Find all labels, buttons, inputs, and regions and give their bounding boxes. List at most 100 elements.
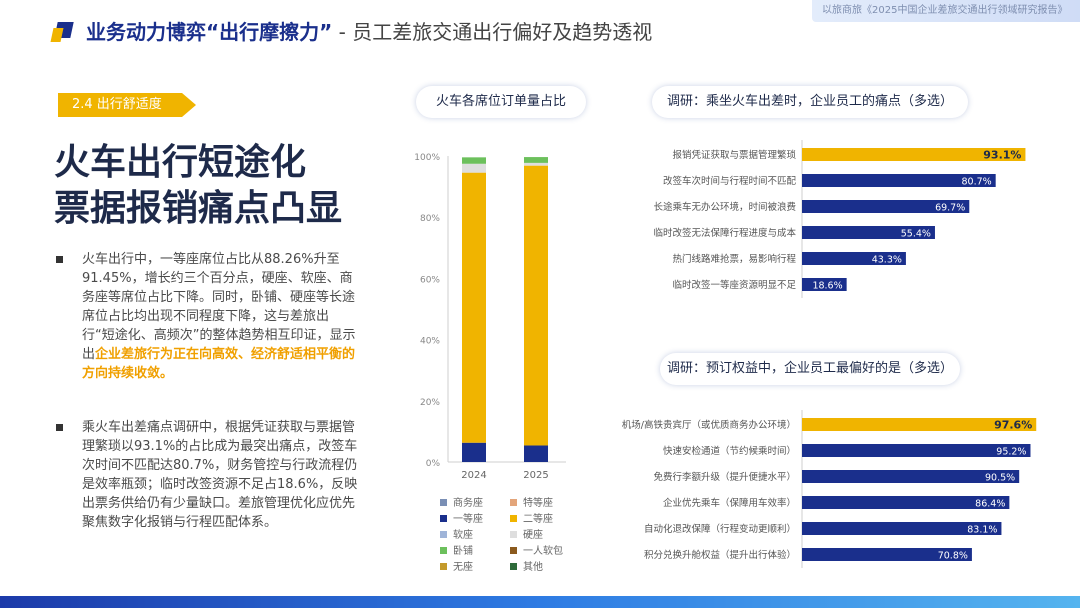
pain-value-label: 43.3%: [872, 255, 902, 266]
pref-value-label: 86.4%: [975, 499, 1005, 510]
x-tick-label: 2025: [523, 470, 548, 481]
legend-swatch: [510, 531, 517, 538]
legend-label: 二等座: [523, 514, 553, 525]
legend-swatch: [440, 515, 447, 522]
stack-segment-2024-硬座: [462, 163, 486, 173]
legend-swatch: [510, 547, 517, 554]
pref-bar: [802, 444, 1031, 457]
pain-points-chart: 报销凭证获取与票据管理繁琐 93.1% 改签车次时间与行程时间不匹配 80.7% 长途乘…: [653, 140, 1026, 298]
bullet-2: 乘火车出差痛点调研中，根据凭证获取与票据管理繁琐以93.1%的占比成为最突出痛点…: [56, 418, 360, 532]
legend-item: 无座: [440, 558, 473, 573]
bullet-2-text: 乘火车出差痛点调研中，根据凭证获取与票据管理繁琐以93.1%的占比成为最突出痛点…: [82, 420, 358, 530]
pref-bar: [802, 548, 972, 561]
page-title: 业务动力博弈“出行摩擦力” - 员工差旅交通出行偏好及趋势透视: [86, 16, 652, 45]
legend-label: 其他: [523, 562, 543, 573]
pain-category-label: 长途乘车无办公环境，时间被浪费: [653, 201, 796, 213]
headline: 火车出行短途化 票据报销痛点凸显: [54, 140, 342, 232]
pref-value-label: 95.2%: [996, 447, 1026, 458]
pref-value-label: 90.5%: [985, 473, 1015, 484]
section-tag: 2.4 出行舒适度: [58, 93, 196, 117]
x-tick-label: 2024: [461, 470, 486, 481]
legend-item: 特等座: [510, 494, 553, 509]
stack-segment-2025-硬座: [524, 162, 548, 166]
stack-segment-2025-卧铺: [524, 157, 548, 163]
stack-legend: 商务座 特等座一等座 二等座软座 硬座卧铺 一人软包无座 其他: [440, 494, 580, 578]
legend-swatch: [440, 547, 447, 554]
legend-swatch: [510, 515, 517, 522]
y-tick-label: 80%: [420, 214, 440, 224]
pain-chart-title: 调研：乘坐火车出差时，企业员工的痛点（多选）: [652, 86, 968, 118]
stack-chart-title: 火车各席位订单量占比: [416, 86, 586, 118]
legend-item: 商务座: [440, 494, 483, 509]
pref-bar: [802, 522, 1002, 535]
pref-category-label: 积分兑换升舱权益（提升出行体验）: [644, 549, 796, 561]
pref-bar: [802, 470, 1020, 483]
pref-value-label: 83.1%: [967, 525, 997, 536]
pain-value-label: 69.7%: [935, 203, 965, 214]
legend-item: 一等座: [440, 510, 483, 525]
pain-bar: [802, 226, 935, 239]
pref-chart-title: 调研：预订权益中，企业员工最偏好的是（多选）: [660, 353, 960, 385]
legend-item: 硬座: [510, 526, 543, 541]
bullet-1-text: 火车出行中，一等座席位占比从88.26%升至91.45%，增长约三个百分点，硬座…: [82, 250, 360, 383]
legend-swatch: [440, 563, 447, 570]
legend-label: 卧铺: [453, 546, 473, 557]
legend-label: 软座: [453, 530, 473, 541]
stack-segment-2024-一等座: [462, 442, 486, 462]
bullet-1-highlight: 企业差旅行为正在向高效、经济舒适相平衡的方向持续收敛。: [82, 347, 356, 381]
bullet-1-body: 火车出行中，一等座席位占比从88.26%升至91.45%，增长约三个百分点，硬座…: [82, 252, 356, 362]
pain-bar: [802, 252, 906, 265]
legend-item: 卧铺: [440, 542, 473, 557]
pref-category-label: 免费行李额升级（提升便捷水平）: [653, 471, 796, 483]
source-tag: 以旅商旅《2025中国企业差旅交通出行领域研究报告》: [812, 0, 1080, 22]
preference-chart: 机场/高铁贵宾厅（或优质商务办公环境） 97.6% 快速安检通道（节约候乘时间） 95…: [622, 410, 1037, 568]
y-tick-label: 100%: [414, 153, 440, 163]
legend-label: 一等座: [453, 514, 483, 525]
bullet-marker: [56, 424, 63, 431]
footer-bar: [0, 596, 1080, 608]
legend-label: 商务座: [453, 498, 483, 509]
legend-swatch: [510, 499, 517, 506]
legend-swatch: [510, 563, 517, 570]
brand-logo: [50, 22, 74, 42]
stack-segment-2025-一等座: [524, 445, 548, 462]
pref-value-label: 70.8%: [938, 551, 968, 562]
y-tick-label: 20%: [420, 398, 440, 408]
legend-swatch: [440, 499, 447, 506]
pain-category-label: 临时改签一等座资源明显不足: [672, 279, 796, 291]
headline-line-1: 火车出行短途化: [54, 142, 307, 183]
stack-segment-2024-二等座: [462, 172, 486, 443]
legend-swatch: [440, 531, 447, 538]
legend-item: 二等座: [510, 510, 553, 525]
pain-category-label: 报销凭证获取与票据管理繁琐: [672, 149, 796, 161]
y-tick-label: 60%: [420, 275, 440, 285]
pain-bar: [802, 278, 847, 291]
pref-category-label: 机场/高铁贵宾厅（或优质商务办公环境）: [622, 419, 796, 431]
stack-segment-2024-卧铺: [462, 157, 486, 164]
pain-value-label: 55.4%: [901, 229, 931, 240]
pain-value-label: 93.1%: [983, 149, 1021, 162]
legend-label: 无座: [453, 562, 473, 573]
pain-bar: [802, 174, 996, 187]
bullet-marker: [56, 256, 63, 263]
pref-bar: [802, 418, 1037, 431]
legend-item: 其他: [510, 558, 543, 573]
stacked-bar-chart: 0% 20% 40% 60% 80% 100% 2024 2025: [414, 153, 566, 481]
headline-line-2: 票据报销痛点凸显: [54, 188, 343, 229]
pain-category-label: 改签车次时间与行程时间不匹配: [663, 175, 797, 187]
legend-label: 硬座: [523, 530, 543, 541]
page-title-sub: - 员工差旅交通出行偏好及趋势透视: [332, 20, 653, 44]
header-bar: 业务动力博弈“出行摩擦力” - 员工差旅交通出行偏好及趋势透视 以旅商旅《202…: [0, 0, 1080, 60]
pref-bar: [802, 496, 1010, 509]
bullet-1: 火车出行中，一等座席位占比从88.26%升至91.45%，增长约三个百分点，硬座…: [56, 250, 360, 383]
pref-value-label: 97.6%: [994, 419, 1032, 432]
pain-category-label: 热门线路难抢票，易影响行程: [672, 253, 796, 265]
legend-label: 特等座: [523, 498, 553, 509]
legend-item: 一人软包: [510, 542, 563, 557]
pref-category-label: 企业优先乘车（保障用车效率）: [663, 497, 796, 509]
pain-bar: [802, 148, 1026, 161]
stack-segment-2025-二等座: [524, 165, 548, 446]
y-tick-label: 0%: [426, 459, 441, 469]
legend-item: 软座: [440, 526, 473, 541]
pain-value-label: 18.6%: [812, 281, 842, 292]
